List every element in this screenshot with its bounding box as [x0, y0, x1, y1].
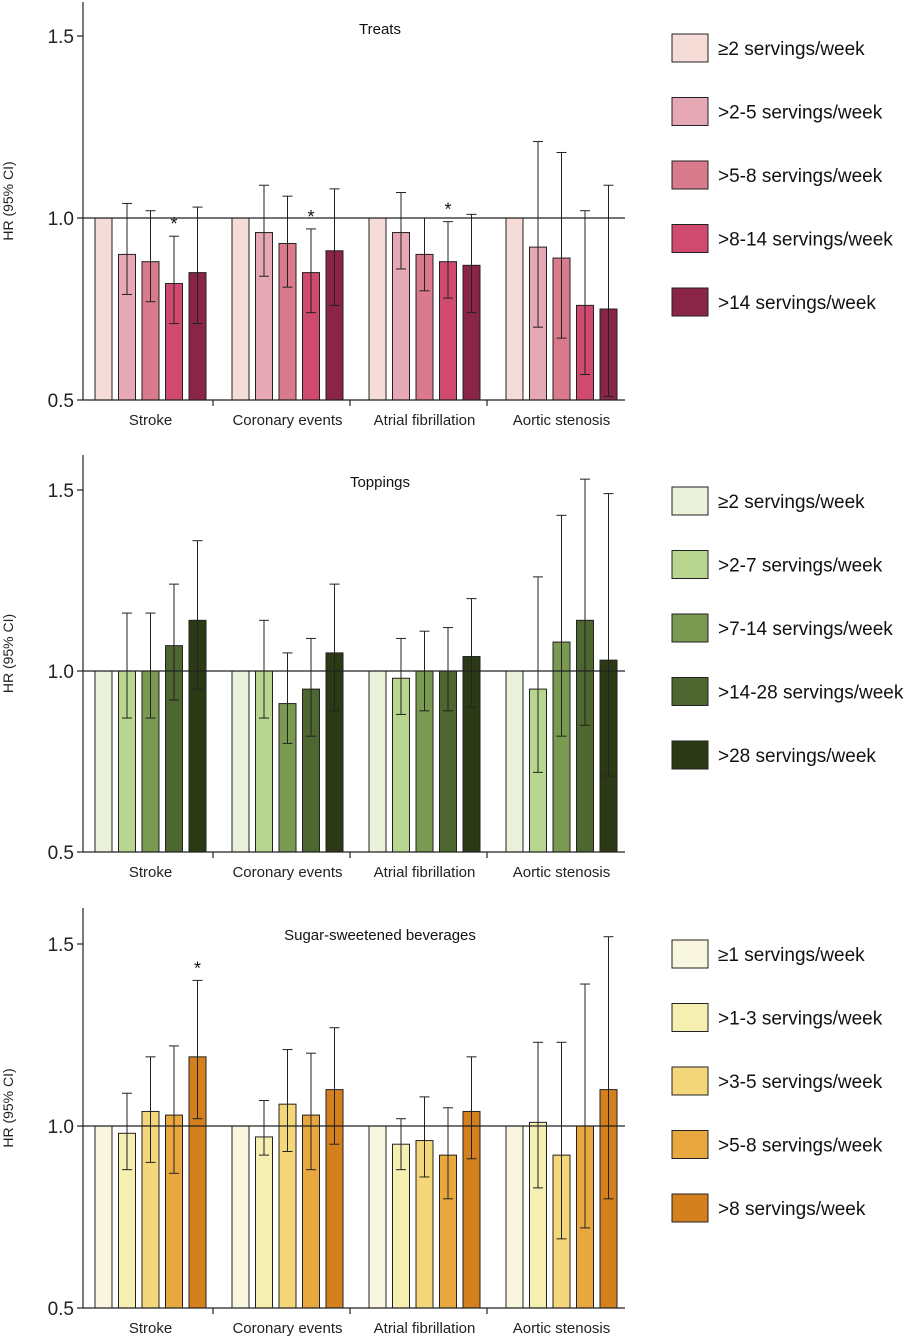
chart-2-bar-3-1 [368, 670, 387, 853]
chart-3-y-tick-label-1: 0.5 [48, 1299, 74, 1320]
chart-1-bar-2-1 [231, 217, 250, 401]
chart-1-y-axis-title: HR (95% CI) [0, 161, 16, 240]
chart-1-title: Treats [359, 21, 401, 38]
chart-1-y-tick-label-2: 1.0 [48, 209, 74, 230]
chart-2-legend-label-4: >14-28 servings/week [718, 683, 904, 704]
chart-2-y-tick-label-2: 1.0 [48, 662, 74, 683]
chart-3-legend-label-5: >8 servings/week [718, 1199, 866, 1220]
chart-1-legend-swatch-1 [671, 33, 709, 63]
chart-1-legend-label-5: >14 servings/week [718, 293, 876, 314]
chart-1-legend-swatch-2 [671, 97, 709, 126]
chart-3-significance-marker-1-5: * [194, 958, 201, 978]
chart-3-bar-1-1 [94, 1125, 113, 1309]
chart-1-bar-3-1 [368, 217, 387, 401]
chart-1-legend-swatch-3 [671, 160, 709, 190]
chart-3-category-label-4: Aortic stenosis [513, 1320, 611, 1337]
chart-1-category-label-3: Atrial fibrillation [374, 412, 476, 429]
chart-1-y-tick-label-3: 1.5 [48, 27, 74, 48]
chart-2-bar-2-1 [231, 670, 250, 853]
chart-3-legend-swatch-2 [671, 1003, 709, 1032]
chart-2-legend-swatch-1 [671, 486, 709, 516]
chart-2-legend-swatch-4 [671, 677, 709, 706]
chart-1-significance-marker-1-4: * [170, 214, 177, 234]
chart-2-y-tick-label-1: 0.5 [48, 843, 74, 864]
chart-1-legend-label-2: >2-5 servings/week [718, 103, 883, 124]
chart-3-legend-swatch-1 [671, 939, 709, 969]
chart-3-legend-swatch-3 [671, 1066, 709, 1096]
chart-3-legend-swatch-5 [671, 1193, 709, 1223]
chart-2-legend-label-5: >28 servings/week [718, 746, 876, 767]
chart-3-legend-swatch-4 [671, 1130, 709, 1159]
chart-3-y-tick-label-2: 1.0 [48, 1117, 74, 1138]
chart-2-category-label-4: Aortic stenosis [513, 864, 611, 881]
chart-3-legend-label-4: >5-8 servings/week [718, 1136, 883, 1157]
chart-1-legend-label-3: >5-8 servings/week [718, 166, 883, 187]
chart-2-category-label-1: Stroke [129, 864, 172, 881]
chart-2-legend-swatch-5 [671, 740, 709, 770]
chart-2-y-tick-label-3: 1.5 [48, 481, 74, 502]
chart-3-bar-3-1 [368, 1125, 387, 1309]
chart-1-bar-1-1 [94, 217, 113, 401]
chart-2-legend-label-3: >7-14 servings/week [718, 619, 893, 640]
chart-1-legend-swatch-4 [671, 224, 709, 253]
chart-3-bar-4-1 [505, 1125, 524, 1309]
chart-1-legend-swatch-5 [671, 287, 709, 317]
chart-3-category-label-2: Coronary events [232, 1320, 342, 1337]
chart-1-legend-label-4: >8-14 servings/week [718, 230, 893, 251]
chart-1-category-label-1: Stroke [129, 412, 172, 429]
chart-3-legend-label-1: ≥1 servings/week [718, 945, 865, 966]
chart-1-significance-marker-2-4: * [307, 207, 314, 227]
chart-3-y-axis-title: HR (95% CI) [0, 1068, 16, 1147]
chart-2-category-label-2: Coronary events [232, 864, 342, 881]
chart-3-bar-2-1 [231, 1125, 250, 1309]
chart-3-category-label-3: Atrial fibrillation [374, 1320, 476, 1337]
chart-2-category-label-3: Atrial fibrillation [374, 864, 476, 881]
chart-2-legend-label-2: >2-7 servings/week [718, 556, 883, 577]
chart-2-bar-1-1 [94, 670, 113, 853]
chart-3-bar-2-2 [255, 1136, 273, 1309]
chart-1-legend-label-1: ≥2 servings/week [718, 39, 865, 60]
chart-3-category-label-1: Stroke [129, 1320, 172, 1337]
chart-2-bar-4-1 [505, 670, 524, 853]
chart-3-y-tick-label-3: 1.5 [48, 935, 74, 956]
chart-3-legend-label-3: >3-5 servings/week [718, 1072, 883, 1093]
chart-1-category-label-4: Aortic stenosis [513, 412, 611, 429]
chart-2-legend-swatch-2 [671, 550, 709, 579]
chart-2-title: Toppings [350, 474, 410, 491]
chart-2-y-axis-title: HR (95% CI) [0, 614, 16, 693]
chart-1-category-label-2: Coronary events [232, 412, 342, 429]
chart-2-legend-swatch-3 [671, 613, 709, 643]
chart-2-legend-label-1: ≥2 servings/week [718, 492, 865, 513]
chart-3-legend-label-2: >1-3 servings/week [718, 1009, 883, 1030]
chart-1-significance-marker-3-4: * [444, 200, 451, 220]
chart-3-title: Sugar-sweetened beverages [284, 927, 476, 944]
chart-1-bar-4-1 [505, 217, 524, 401]
chart-1-y-tick-label-1: 0.5 [48, 391, 74, 412]
